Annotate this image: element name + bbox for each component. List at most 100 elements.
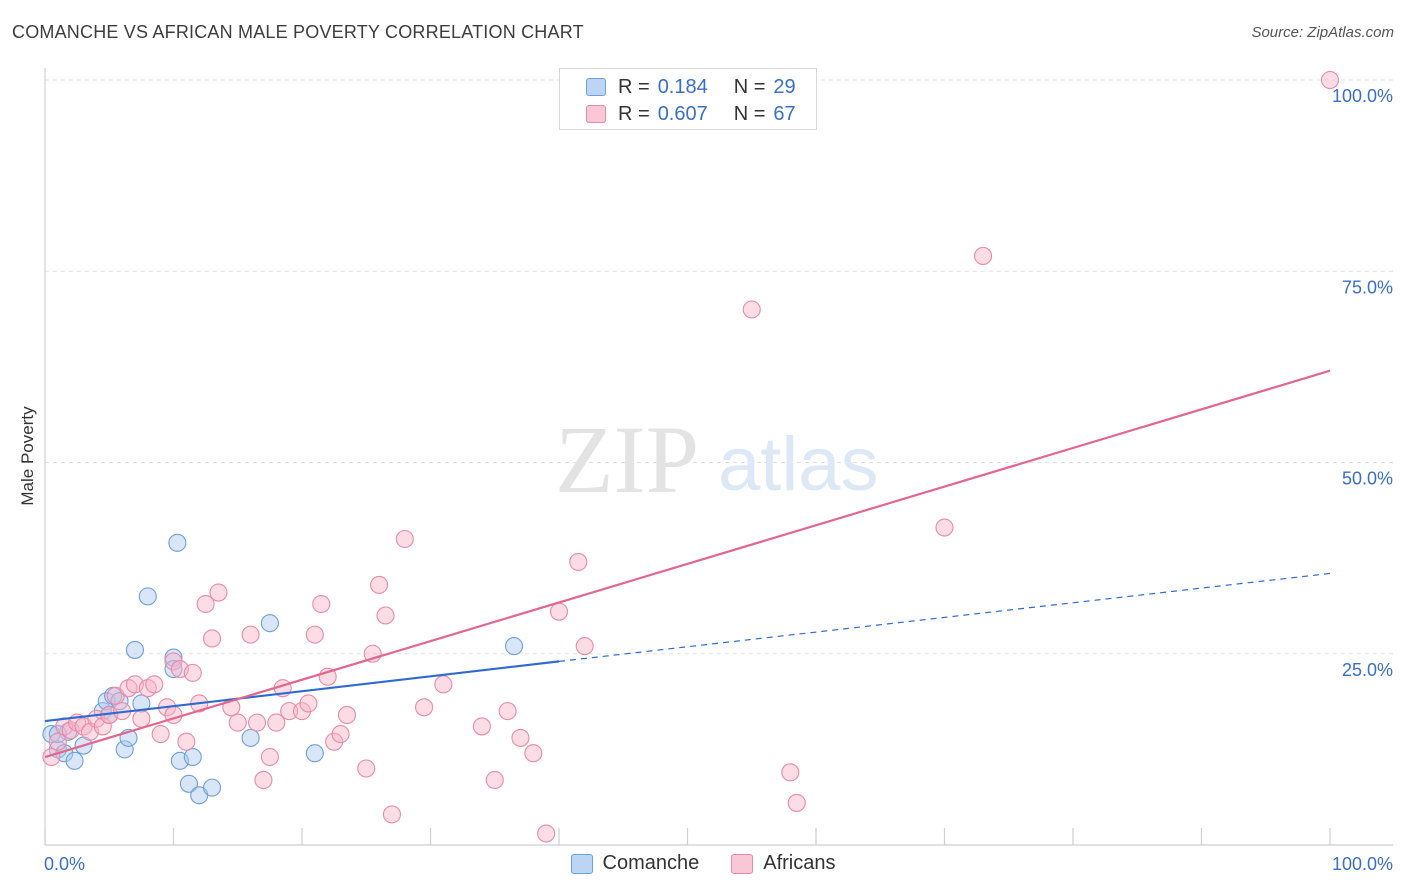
legend-item-africans[interactable]: Africans	[731, 852, 835, 875]
point-comanche	[183, 747, 202, 767]
point-comanche	[125, 640, 144, 659]
point-africans	[415, 698, 434, 717]
point-africans	[485, 770, 504, 790]
point-comanche	[203, 778, 222, 797]
point-africans	[569, 552, 588, 572]
point-comanche	[132, 694, 151, 713]
point-africans	[280, 702, 299, 721]
point-africans	[151, 725, 170, 744]
point-comanche	[164, 659, 183, 679]
point-africans	[382, 805, 402, 824]
comanche-swatch	[586, 78, 606, 96]
y-axis-title: Male Poverty	[18, 406, 37, 506]
point-africans	[376, 606, 395, 625]
data-points	[42, 70, 1340, 843]
point-africans	[241, 625, 260, 644]
legend-label-comanche: Comanche	[602, 852, 700, 874]
point-africans	[434, 675, 453, 694]
stats-row-comanche: R = 0.184 N = 29	[586, 75, 796, 99]
source-label: Source: ZipAtlas.com	[1251, 24, 1394, 41]
legend-item-comanche[interactable]: Comanche	[570, 852, 700, 875]
africans-swatch	[586, 105, 606, 123]
tick-labels: 25.0% 50.0% 75.0% 100.0% 0.0% 100.0%	[44, 86, 1393, 874]
r-value: 0.184	[657, 75, 708, 98]
point-africans	[132, 709, 151, 728]
point-africans	[325, 732, 344, 751]
point-africans	[247, 713, 267, 732]
n-label: N =	[733, 102, 766, 125]
point-africans	[395, 529, 414, 549]
point-comanche	[65, 751, 84, 770]
point-africans	[537, 824, 556, 843]
legend: Comanche Africans	[0, 852, 1406, 875]
y-tick-label: 50.0%	[1342, 469, 1393, 489]
x-tick-label-max: 100.0%	[1332, 854, 1393, 874]
point-africans	[549, 602, 569, 621]
trend-lines	[44, 369, 1331, 759]
watermark-atlas: atlas	[718, 422, 879, 507]
point-africans	[524, 744, 543, 763]
point-africans	[93, 717, 112, 736]
point-africans	[145, 675, 164, 694]
point-africans	[48, 732, 67, 751]
n-value: 67	[773, 102, 796, 125]
n-value: 29	[773, 75, 796, 98]
trend-line-comanche-projection	[558, 572, 1331, 662]
point-africans	[498, 702, 517, 721]
trend-line-africans	[44, 369, 1331, 759]
chart-title: COMANCHE VS AFRICAN MALE POVERTY CORRELA…	[12, 22, 584, 42]
point-africans	[781, 763, 800, 782]
point-africans	[260, 747, 279, 767]
point-africans	[299, 694, 318, 713]
legend-swatch-africans	[731, 853, 754, 874]
y-tick-label: 100.0%	[1332, 86, 1393, 106]
point-africans	[228, 713, 247, 732]
y-tick-label: 25.0%	[1342, 660, 1393, 680]
r-label: R =	[618, 102, 650, 125]
point-africans	[292, 702, 312, 721]
point-africans	[973, 246, 993, 265]
point-africans	[575, 637, 594, 656]
point-comanche	[168, 533, 187, 552]
point-africans	[370, 575, 389, 594]
r-label: R =	[618, 75, 650, 98]
axes	[44, 68, 1393, 846]
point-africans	[742, 300, 761, 319]
point-africans	[337, 705, 357, 725]
point-africans	[267, 713, 286, 732]
y-tick-label: 75.0%	[1342, 277, 1393, 297]
point-comanche	[115, 740, 134, 759]
gridlines	[45, 79, 1393, 655]
n-label: N =	[733, 75, 766, 98]
legend-label-africans: Africans	[763, 852, 836, 874]
legend-swatch-comanche	[570, 853, 593, 874]
r-value: 0.607	[657, 102, 708, 125]
point-comanche	[179, 774, 198, 793]
stats-row-africans: R = 0.607 N = 67	[586, 102, 796, 126]
point-africans	[305, 625, 324, 644]
point-africans	[511, 728, 530, 747]
watermark-zip: ZIP	[555, 406, 699, 513]
point-comanche	[504, 637, 524, 656]
point-africans	[472, 717, 491, 736]
point-africans	[196, 594, 215, 614]
point-comanche	[305, 744, 324, 763]
point-comanche	[241, 728, 260, 747]
point-africans	[254, 770, 273, 790]
watermark: ZIP atlas	[555, 406, 879, 513]
trend-line-comanche	[44, 660, 560, 723]
point-africans	[787, 793, 806, 812]
point-africans	[209, 583, 228, 602]
point-africans	[177, 732, 196, 751]
point-africans	[183, 663, 202, 682]
point-comanche	[138, 587, 157, 606]
x-tick-label-min: 0.0%	[44, 854, 85, 874]
point-africans	[331, 725, 350, 744]
point-africans	[1320, 70, 1340, 90]
point-africans	[164, 652, 183, 671]
point-africans	[357, 759, 376, 778]
point-africans	[935, 518, 954, 537]
stats-box: R = 0.184 N = 29 R = 0.607 N = 67	[559, 68, 817, 130]
point-comanche	[260, 614, 279, 633]
